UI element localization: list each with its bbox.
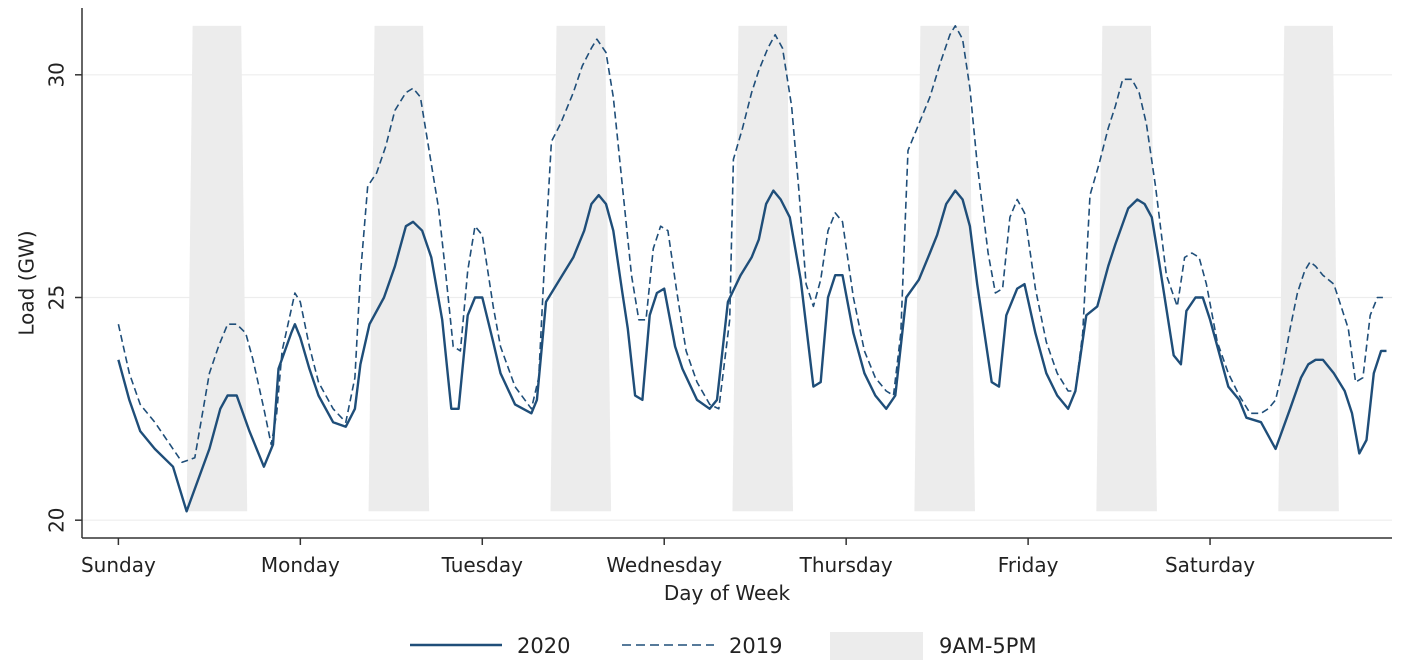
legend-swatch-shaded xyxy=(830,632,923,660)
series-line-2020 xyxy=(117,189,1387,513)
shaded-region-3 xyxy=(732,25,794,512)
shaded-region-6 xyxy=(1278,25,1339,512)
legend-label-2020: 2020 xyxy=(517,634,570,658)
legend: 2020 2019 9AM-5PM xyxy=(410,632,1037,660)
shaded-region-0 xyxy=(186,25,248,512)
x-axis-title: Day of Week xyxy=(664,581,791,605)
y-tick-label-1: 25 xyxy=(45,285,69,310)
x-tick-label-0: Sunday xyxy=(81,553,156,577)
y-tick-label-2: 30 xyxy=(45,62,69,87)
x-tick-label-5: Friday xyxy=(998,553,1059,577)
legend-label-shaded: 9AM-5PM xyxy=(939,634,1037,658)
legend-label-2019: 2019 xyxy=(729,634,782,658)
x-tick-label-4: Thursday xyxy=(799,553,893,577)
shaded-regions xyxy=(186,25,1339,512)
y-ticks: 20 25 30 xyxy=(45,62,82,533)
shaded-region-1 xyxy=(368,25,430,512)
x-tick-label-3: Wednesday xyxy=(606,553,722,577)
x-ticks: Sunday Monday Tuesday Wednesday Thursday Frid… xyxy=(81,538,1255,577)
x-tick-label-1: Monday xyxy=(261,553,340,577)
series-lines xyxy=(117,25,1387,513)
y-axis-title: Load (GW) xyxy=(15,230,39,335)
x-tick-label-2: Tuesday xyxy=(441,553,524,577)
x-tick-label-6: Saturday xyxy=(1165,553,1255,577)
shaded-region-2 xyxy=(550,25,612,512)
shaded-region-4 xyxy=(914,25,975,512)
shaded-region-5 xyxy=(1096,25,1157,512)
y-tick-label-0: 20 xyxy=(45,507,69,532)
